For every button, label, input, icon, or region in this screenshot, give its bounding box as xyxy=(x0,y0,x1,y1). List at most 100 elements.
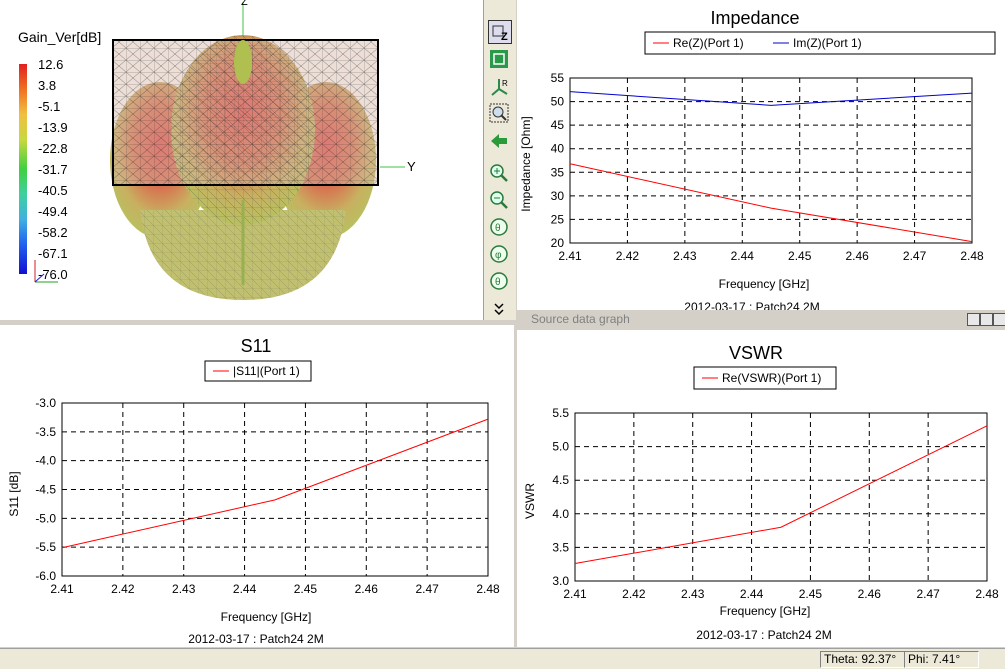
chart-footer: 2012-03-17 : Patch24 2M xyxy=(684,300,819,310)
svg-text:Z: Z xyxy=(501,31,508,41)
zoom-window-icon[interactable] xyxy=(488,102,510,124)
axis-z-label: Z xyxy=(241,0,248,8)
chart-title: S11 xyxy=(241,336,272,356)
svg-text:θ: θ xyxy=(495,277,501,288)
rotate-x-icon[interactable]: θ xyxy=(488,216,510,238)
x-tick-label: 2.47 xyxy=(903,249,927,263)
x-tick-label: 2.43 xyxy=(681,587,705,601)
y-axis-label: VSWR xyxy=(523,483,537,519)
y-tick-label: -4.0 xyxy=(35,454,56,468)
gain-scale-label: -13.9 xyxy=(38,120,68,135)
back-arrow-icon[interactable] xyxy=(488,130,510,152)
x-tick-label: 2.47 xyxy=(916,587,940,601)
gain-3d-view[interactable]: Gain_Ver[dB] 12.6 3.8 -5.1 -13.9 -22.8 -31.7 -… xyxy=(0,0,483,320)
x-tick-label: 2.45 xyxy=(294,582,318,596)
axis-y-label: Y xyxy=(407,159,416,174)
y-tick-label: -5.0 xyxy=(35,511,56,525)
gain-scale-label: -31.7 xyxy=(38,162,68,177)
y-tick-label: 50 xyxy=(551,95,565,109)
y-tick-label: -3.5 xyxy=(35,425,56,439)
y-axis-label: Impedance [Ohm] xyxy=(519,116,533,211)
y-tick-label: 55 xyxy=(551,71,565,85)
more-chevron-icon[interactable] xyxy=(488,298,510,320)
y-tick-label: 5.0 xyxy=(552,440,569,454)
gain-scale-label: -40.5 xyxy=(38,183,68,198)
legend-label: Re(VSWR)(Port 1) xyxy=(722,371,821,385)
chart-footer: 2012-03-17 : Patch24 2M xyxy=(188,632,323,646)
gain-scale-label: 12.6 xyxy=(38,57,64,72)
x-tick-label: 2.46 xyxy=(858,587,882,601)
radiation-pattern[interactable] xyxy=(0,0,483,320)
vswr-chart: VSWR Re(VSWR)(Port 1) 2.41 2.42 2.43 2.44 2.45… xyxy=(523,343,999,642)
restore-button[interactable] xyxy=(980,313,993,326)
y-tick-label: -4.5 xyxy=(35,483,56,497)
x-tick-label: 2.43 xyxy=(673,249,697,263)
theta-readout: Theta: 92.37° xyxy=(820,651,905,668)
view-toolbar: Z R θ φ θ xyxy=(483,0,516,320)
series-line xyxy=(569,91,973,106)
legend-label: Re(Z)(Port 1) xyxy=(673,36,744,50)
x-tick-label: 2.44 xyxy=(233,582,257,596)
x-tick-label: 2.47 xyxy=(415,582,439,596)
y-tick-label: 40 xyxy=(551,142,565,156)
gain-color-scale xyxy=(19,64,27,274)
x-tick-label: 2.48 xyxy=(960,249,984,263)
x-tick-label: 2.45 xyxy=(788,249,812,263)
legend-label: |S11|(Port 1) xyxy=(233,364,300,378)
y-tick-label: 45 xyxy=(551,118,565,132)
y-tick-label: 20 xyxy=(551,236,565,250)
gain-scale-label: -22.8 xyxy=(38,141,68,156)
x-axis-label: Frequency [GHz] xyxy=(719,277,810,291)
y-tick-label: 3.0 xyxy=(552,574,569,588)
y-tick-label: 25 xyxy=(551,212,565,226)
rotate-z-icon[interactable]: θ xyxy=(488,270,510,292)
series-line xyxy=(569,163,973,243)
plot-area xyxy=(569,77,973,244)
close-button[interactable] xyxy=(993,313,1005,326)
gain-title: Gain_Ver[dB] xyxy=(18,29,102,45)
x-tick-label: 2.42 xyxy=(616,249,640,263)
view-z-icon[interactable]: Z xyxy=(488,20,512,44)
series-line xyxy=(61,418,489,549)
status-bar: Theta: 92.37° Phi: 7.41° xyxy=(0,648,1005,669)
x-tick-label: 2.42 xyxy=(111,582,135,596)
gain-scale-label: -49.4 xyxy=(38,204,68,219)
svg-text:θ: θ xyxy=(495,223,501,234)
x-tick-label: 2.48 xyxy=(975,587,999,601)
svg-text:R: R xyxy=(502,79,508,88)
x-tick-label: 2.44 xyxy=(731,249,755,263)
svg-text:φ: φ xyxy=(495,250,502,261)
zoom-in-icon[interactable] xyxy=(488,162,510,184)
source-data-graph-bar: Source data graph xyxy=(517,310,1005,328)
gain-scale-label: -58.2 xyxy=(38,225,68,240)
legend-box xyxy=(204,360,312,382)
s11-chart-pane: S11 |S11|(Port 1) 2.41 2.42 2.43 2.44 2.45 2.46… xyxy=(0,325,514,647)
zoom-out-icon[interactable] xyxy=(488,189,510,211)
chart-footer: 2012-03-17 : Patch24 2M xyxy=(696,628,831,642)
legend-box xyxy=(644,31,996,55)
legend-box xyxy=(693,366,837,390)
chart-title: Impedance xyxy=(710,8,799,28)
y-tick-label: 3.5 xyxy=(552,540,569,554)
chart-title: VSWR xyxy=(729,343,783,363)
y-tick-label: -5.5 xyxy=(35,540,56,554)
x-tick-label: 2.44 xyxy=(740,587,764,601)
series-line xyxy=(574,425,988,565)
source-data-graph-label: Source data graph xyxy=(531,312,630,326)
x-tick-label: 2.48 xyxy=(476,582,500,596)
x-tick-label: 2.43 xyxy=(172,582,196,596)
x-tick-label: 2.41 xyxy=(563,587,587,601)
y-tick-label: 4.0 xyxy=(552,507,569,521)
x-tick-label: 2.42 xyxy=(622,587,646,601)
minimize-button[interactable] xyxy=(967,313,980,326)
view-xyz-icon[interactable]: R xyxy=(488,76,510,98)
legend-label: Im(Z)(Port 1) xyxy=(793,36,862,50)
rotate-y-icon[interactable]: φ xyxy=(488,243,510,265)
x-tick-label: 2.41 xyxy=(558,249,582,263)
gain-scale-label: -67.1 xyxy=(38,246,68,261)
phi-readout: Phi: 7.41° xyxy=(904,651,979,668)
y-tick-label: 4.5 xyxy=(552,473,569,487)
fit-view-icon[interactable] xyxy=(488,48,510,70)
x-axis-label: Frequency [GHz] xyxy=(720,604,811,618)
